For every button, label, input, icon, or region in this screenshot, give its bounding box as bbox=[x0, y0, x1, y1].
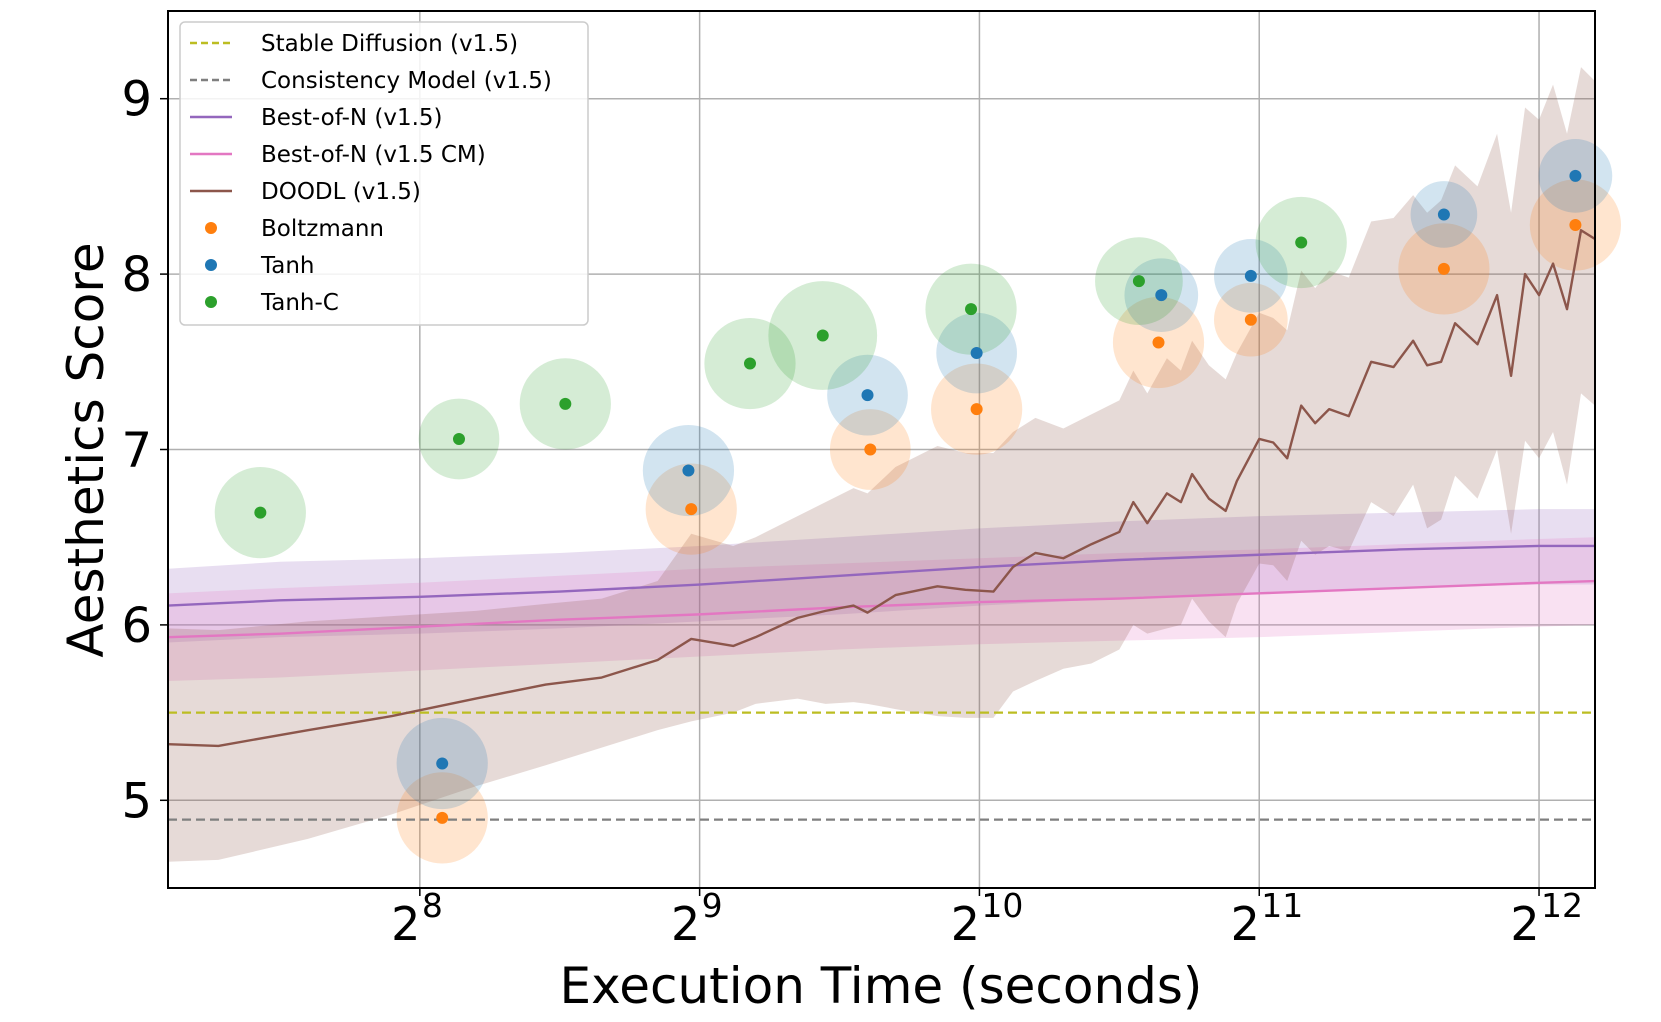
legend-label-tanh: Tanh bbox=[260, 253, 315, 279]
boltzmann-point bbox=[436, 811, 449, 824]
legend-label-best-of-n-cm: Best-of-N (v1.5 CM) bbox=[261, 142, 486, 168]
x-tick-exponent: 11 bbox=[1261, 886, 1303, 925]
tanh-c-point bbox=[965, 303, 978, 316]
best-of-n-cm-band bbox=[168, 537, 1595, 682]
tanh-point bbox=[682, 464, 695, 477]
tanh-point bbox=[436, 757, 449, 770]
x-tick-label: 2 bbox=[671, 897, 700, 951]
boltzmann-point bbox=[685, 503, 698, 516]
tanh-point bbox=[1437, 208, 1450, 221]
legend-label-boltzmann: Boltzmann bbox=[261, 216, 384, 242]
boltzmann-point bbox=[1437, 262, 1450, 275]
best-of-n-cm-line bbox=[167, 579, 1596, 639]
legend-label-consistency-model: Consistency Model (v1.5) bbox=[261, 68, 552, 94]
boltzmann-point bbox=[1152, 336, 1165, 349]
tanh-point bbox=[1155, 289, 1168, 302]
legend-marker-tanh-c bbox=[205, 296, 217, 308]
y-axis-ticks: 5 6 7 8 9 bbox=[121, 72, 168, 829]
y-tick-label: 7 bbox=[121, 423, 152, 479]
tanh-c-point bbox=[452, 432, 465, 445]
legend-box bbox=[179, 21, 589, 326]
y-tick-label: 8 bbox=[121, 247, 152, 303]
legend: Stable Diffusion (v1.5) Consistency Model… bbox=[179, 21, 589, 326]
tanh-c-point bbox=[816, 329, 829, 342]
tanh-c-point bbox=[1132, 275, 1145, 288]
tanh-point bbox=[1569, 169, 1582, 182]
x-tick-exponent: 8 bbox=[422, 886, 443, 925]
x-tick-label: 2 bbox=[1510, 897, 1539, 951]
best-of-n-v15-line bbox=[167, 544, 1595, 607]
tanh-point bbox=[861, 389, 874, 402]
boltzmann-point bbox=[970, 403, 983, 416]
scatter-points bbox=[254, 169, 1582, 824]
confidence-bands bbox=[168, 67, 1595, 862]
legend-label-best-of-n-v15: Best-of-N (v1.5) bbox=[261, 105, 443, 131]
tanh-point bbox=[1244, 269, 1257, 282]
legend-label-doodl: DOODL (v1.5) bbox=[261, 179, 421, 205]
doodl-band bbox=[168, 67, 1595, 862]
x-axis-label: Execution Time (seconds) bbox=[560, 957, 1203, 1015]
y-tick-label: 9 bbox=[121, 72, 152, 128]
boltzmann-point bbox=[1569, 218, 1582, 231]
tanh-c-point bbox=[254, 506, 267, 519]
x-tick-exponent: 9 bbox=[702, 886, 723, 925]
x-tick-label: 2 bbox=[951, 897, 980, 951]
tanh-point bbox=[970, 347, 983, 360]
legend-marker-tanh bbox=[205, 259, 217, 271]
x-axis-ticks: 2 8 2 9 2 10 2 11 2 12 bbox=[391, 886, 1583, 951]
grid bbox=[168, 11, 1595, 888]
boltzmann-point bbox=[864, 443, 877, 456]
best-of-n-v15-band bbox=[168, 509, 1595, 643]
tanh-c-point bbox=[743, 357, 756, 370]
x-tick-exponent: 12 bbox=[1541, 886, 1583, 925]
x-tick-label: 2 bbox=[1231, 897, 1260, 951]
legend-label-stable-diffusion: Stable Diffusion (v1.5) bbox=[261, 31, 518, 57]
y-tick-label: 6 bbox=[121, 598, 152, 654]
x-tick-label: 2 bbox=[391, 897, 420, 951]
tanh-c-point bbox=[559, 397, 572, 410]
tanh-c-point bbox=[1295, 236, 1308, 249]
legend-marker-boltzmann bbox=[205, 222, 217, 234]
doodl-line bbox=[167, 229, 1596, 748]
boltzmann-point bbox=[1244, 313, 1257, 326]
x-tick-exponent: 10 bbox=[981, 886, 1023, 925]
y-tick-label: 5 bbox=[121, 773, 152, 829]
series-lines bbox=[167, 229, 1596, 821]
y-axis-label: Aesthetics Score bbox=[57, 242, 115, 657]
legend-label-tanh-c: Tanh-C bbox=[260, 290, 339, 316]
